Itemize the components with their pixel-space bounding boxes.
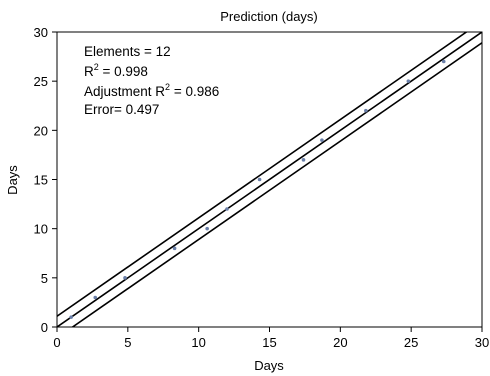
data-point-8 xyxy=(320,138,324,142)
annotation-r2-value: = 0.998 xyxy=(99,64,148,79)
y-axis-title: Days xyxy=(5,165,20,195)
annotation-r2: R2 = 0.998 xyxy=(84,62,148,79)
data-point-11 xyxy=(441,59,446,64)
data-point-6 xyxy=(257,177,262,182)
y-tick-label-6: 30 xyxy=(34,25,48,40)
stats-annotation: Elements = 12 R2 = 0.998 Adjustment R2 =… xyxy=(84,44,219,117)
y-tick-label-2: 10 xyxy=(34,222,48,237)
x-tick-label-6: 30 xyxy=(475,335,489,350)
annotation-adj-prefix: Adjustment R xyxy=(84,84,165,99)
fit-line-1 xyxy=(57,32,482,327)
x-axis: 0 5 10 15 20 25 30 xyxy=(53,327,489,350)
x-tick-label-5: 25 xyxy=(404,335,418,350)
fit-line-2 xyxy=(71,42,482,327)
y-tick-label-1: 5 xyxy=(41,271,48,286)
annotation-adj-value: = 0.986 xyxy=(170,84,219,99)
chart-title: Prediction (days) xyxy=(220,9,318,24)
data-point-5 xyxy=(225,207,229,211)
data-point-0 xyxy=(69,315,73,319)
x-tick-label-1: 5 xyxy=(124,335,131,350)
annotation-r2-prefix: R xyxy=(84,64,94,79)
y-tick-label-3: 15 xyxy=(34,173,48,188)
annotation-adj-sup: 2 xyxy=(165,82,170,92)
data-point-7 xyxy=(301,158,306,162)
data-point-4 xyxy=(205,226,209,231)
data-point-2 xyxy=(123,276,127,280)
annotation-elements: Elements = 12 xyxy=(84,44,171,59)
data-points xyxy=(69,59,446,319)
data-point-3 xyxy=(172,246,177,251)
y-tick-label-4: 20 xyxy=(34,123,48,138)
data-point-9 xyxy=(364,108,368,113)
annotation-r2-sup: 2 xyxy=(94,62,99,72)
data-point-10 xyxy=(406,79,411,83)
fit-line-0 xyxy=(57,32,468,317)
y-tick-label-5: 25 xyxy=(34,74,48,89)
data-point-1 xyxy=(93,295,98,300)
x-tick-label-3: 15 xyxy=(262,335,276,350)
x-tick-label-2: 10 xyxy=(191,335,205,350)
x-tick-label-4: 20 xyxy=(333,335,347,350)
y-axis: 0 5 10 15 20 25 30 xyxy=(34,25,57,335)
x-axis-title: Days xyxy=(254,358,284,373)
annotation-error: Error= 0.497 xyxy=(84,102,159,117)
annotation-adjusted-r2: Adjustment R2 = 0.986 xyxy=(84,82,219,99)
y-tick-label-0: 0 xyxy=(41,320,48,335)
x-tick-label-0: 0 xyxy=(53,335,60,350)
fit-lines xyxy=(57,32,482,327)
